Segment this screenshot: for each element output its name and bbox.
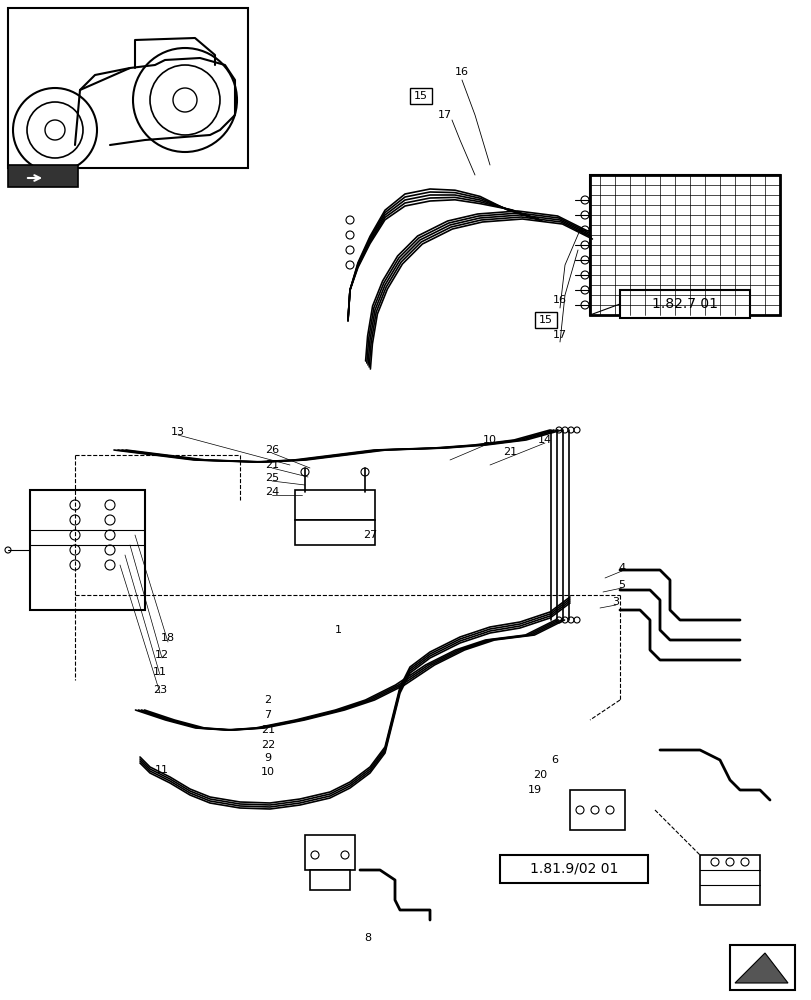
Text: 17: 17 [552, 330, 566, 340]
Text: 27: 27 [363, 530, 376, 540]
Text: 15: 15 [414, 91, 427, 101]
Bar [30, 490, 145, 610]
Text: 1.81.9/02 01: 1.81.9/02 01 [529, 862, 617, 876]
Text: 24: 24 [264, 487, 279, 497]
Text: 19: 19 [527, 785, 542, 795]
Text: 1.82.7 01: 1.82.7 01 [651, 297, 717, 311]
Text: 10: 10 [483, 435, 496, 445]
Text: 13: 13 [171, 427, 185, 437]
Text: 11: 11 [155, 765, 169, 775]
Text: 4: 4 [618, 563, 624, 573]
Text: 21: 21 [502, 447, 517, 457]
Bar [590, 175, 779, 315]
Bar [305, 835, 354, 870]
Text: 5: 5 [618, 580, 624, 590]
Text: 21: 21 [260, 725, 275, 735]
Bar [729, 945, 794, 990]
Bar [294, 490, 375, 520]
Text: 6: 6 [551, 755, 558, 765]
Text: 20: 20 [532, 770, 547, 780]
Text: 1: 1 [334, 625, 341, 635]
Bar [699, 855, 759, 905]
Bar [620, 290, 749, 318]
Text: 8: 8 [364, 933, 371, 943]
Text: 2: 2 [264, 695, 271, 705]
Bar [534, 312, 556, 328]
Text: 16: 16 [552, 295, 566, 305]
Bar [8, 8, 247, 168]
Bar [310, 870, 350, 890]
Bar [8, 165, 78, 187]
Bar [500, 855, 647, 883]
Text: 12: 12 [155, 650, 169, 660]
Text: 22: 22 [260, 740, 275, 750]
Text: 7: 7 [264, 710, 271, 720]
Text: 9: 9 [264, 753, 271, 763]
Polygon shape [734, 953, 787, 983]
Text: 11: 11 [152, 667, 167, 677]
Text: 10: 10 [260, 767, 275, 777]
Text: 14: 14 [537, 435, 551, 445]
Text: 26: 26 [264, 445, 279, 455]
Bar [569, 790, 624, 830]
Text: 21: 21 [264, 460, 279, 470]
Bar [410, 88, 431, 104]
Text: 18: 18 [161, 633, 175, 643]
Text: 3: 3 [611, 597, 619, 607]
Text: 16: 16 [454, 67, 469, 77]
Bar [590, 175, 779, 315]
Text: 25: 25 [264, 473, 279, 483]
Bar [294, 520, 375, 545]
Text: 17: 17 [437, 110, 452, 120]
Text: 23: 23 [152, 685, 167, 695]
Text: 15: 15 [539, 315, 552, 325]
